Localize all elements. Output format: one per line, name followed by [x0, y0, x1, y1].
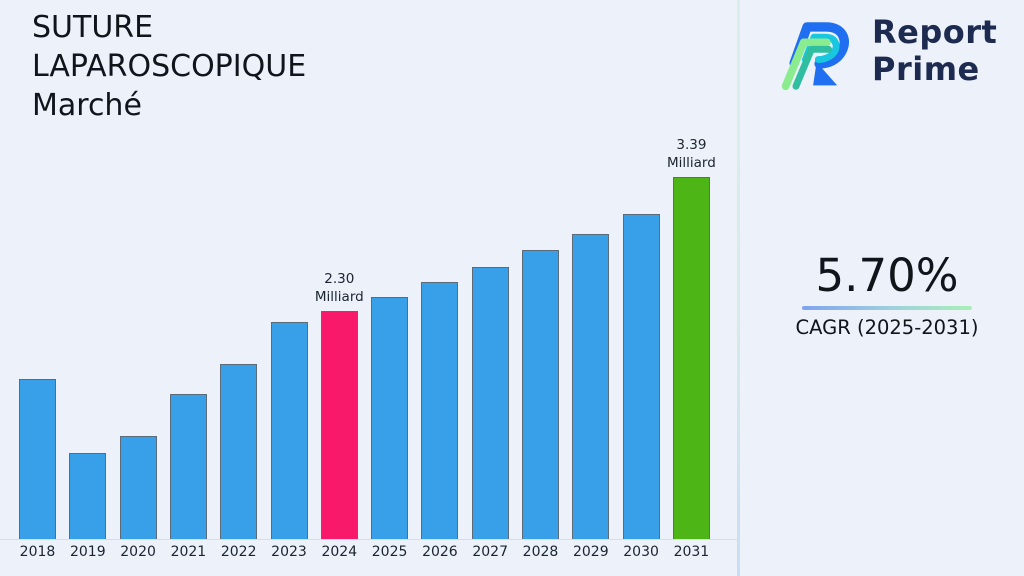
x-tick-2018: 2018: [19, 544, 56, 560]
bar-2020: [119, 436, 157, 539]
bar-2027: [471, 267, 509, 539]
cagr-value: 5.70%: [815, 249, 959, 302]
vertical-divider: [737, 0, 740, 576]
x-tick-2022: 2022: [220, 544, 257, 560]
bar-2031: [672, 177, 710, 539]
x-tick-2031: 2031: [673, 544, 710, 560]
x-tick-2029: 2029: [572, 544, 609, 560]
bar-2021: [169, 394, 207, 539]
bar-2028: [522, 250, 559, 539]
page-title-line-2: LAPAROSCOPIQUE: [32, 49, 307, 84]
x-tick-2028: 2028: [522, 544, 559, 560]
cagr-underline: [802, 306, 972, 310]
bar-value-label-2031: 3.39 Milliard: [666, 137, 716, 171]
cagr-label: CAGR (2025-2031): [795, 316, 979, 339]
bar-2029: [572, 234, 610, 539]
bar-2019: [69, 453, 107, 539]
x-tick-2019: 2019: [69, 544, 106, 560]
bar-2018: [19, 379, 56, 539]
report-prime-logo: Report Prime: [776, 8, 997, 94]
report-prime-logo-icon: [781, 22, 849, 91]
x-tick-2020: 2020: [120, 544, 156, 560]
x-tick-2021: 2021: [170, 544, 207, 560]
x-tick-2030: 2030: [623, 544, 659, 560]
page-title-line-1: SUTURE: [32, 10, 154, 45]
bar-chart: 2018 2019 2020 2021 2022 2023 2024 2.30 Milliard…: [0, 137, 738, 560]
bar-value-label-2024: 2.30 Milliard: [314, 271, 364, 305]
bar-2030: [622, 214, 660, 539]
brand-line-1: Report: [872, 13, 998, 51]
brand-line-2: Prime: [872, 50, 980, 88]
x-tick-2025: 2025: [371, 544, 408, 560]
x-axis-baseline: [0, 539, 738, 540]
x-tick-2023: 2023: [271, 544, 307, 560]
x-tick-2027: 2027: [472, 544, 508, 560]
x-tick-2024: 2024: [321, 544, 358, 560]
bar-2026: [421, 282, 459, 539]
bar-2022: [220, 364, 258, 539]
page-title-line-3: Marché: [32, 88, 142, 123]
bar-2023: [270, 322, 308, 539]
x-tick-2026: 2026: [422, 544, 458, 560]
report-prime-wordmark: Report Prime: [872, 14, 997, 88]
bar-2024: [320, 311, 358, 539]
page-title: SUTURE LAPAROSCOPIQUE Marché: [32, 8, 452, 125]
bar-2025: [371, 297, 409, 539]
cagr-panel: 5.70% CAGR (2025-2031): [782, 249, 992, 340]
